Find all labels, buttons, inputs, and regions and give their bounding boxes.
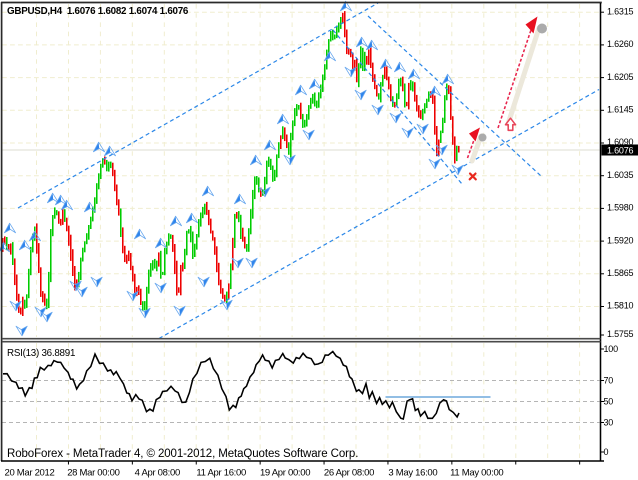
svg-text:3 May 16:00: 3 May 16:00 bbox=[388, 468, 437, 479]
svg-text:RoboForex - MetaTrader 4, © 20: RoboForex - MetaTrader 4, © 2001-2012, M… bbox=[7, 448, 358, 460]
svg-text:11 Apr 16:00: 11 Apr 16:00 bbox=[196, 468, 246, 479]
svg-text:1.6205: 1.6205 bbox=[607, 72, 634, 82]
svg-text:1.6145: 1.6145 bbox=[607, 105, 634, 115]
svg-text:1.6076: 1.6076 bbox=[607, 146, 634, 156]
svg-text:1.5920: 1.5920 bbox=[607, 235, 634, 245]
svg-text:4 Apr 08:00: 4 Apr 08:00 bbox=[135, 468, 180, 479]
svg-text:30: 30 bbox=[604, 418, 614, 428]
svg-text:20 Mar 2012: 20 Mar 2012 bbox=[4, 468, 54, 479]
svg-text:GBPUSD,H4 1.6076 1.6082 1.607: GBPUSD,H4 1.6076 1.6082 1.6074 1.6076 bbox=[7, 6, 189, 17]
svg-text:50: 50 bbox=[604, 397, 614, 407]
svg-text:1.6090: 1.6090 bbox=[607, 137, 634, 147]
svg-text:1.6260: 1.6260 bbox=[607, 39, 634, 49]
svg-text:19 Apr 00:00: 19 Apr 00:00 bbox=[260, 468, 310, 479]
svg-text:1.5865: 1.5865 bbox=[607, 268, 634, 278]
svg-text:RSI(13) 36.8891: RSI(13) 36.8891 bbox=[7, 348, 75, 359]
svg-text:100: 100 bbox=[604, 344, 619, 354]
svg-text:1.5810: 1.5810 bbox=[607, 301, 634, 311]
svg-text:11 May 00:00: 11 May 00:00 bbox=[450, 468, 503, 479]
svg-text:1.6035: 1.6035 bbox=[607, 170, 634, 180]
svg-text:0: 0 bbox=[604, 447, 609, 457]
svg-text:1.6315: 1.6315 bbox=[607, 6, 634, 16]
svg-text:28 Mar 00:00: 28 Mar 00:00 bbox=[67, 468, 119, 479]
svg-text:26 Apr 08:00: 26 Apr 08:00 bbox=[324, 468, 374, 479]
svg-text:70: 70 bbox=[604, 376, 614, 386]
svg-text:1.5755: 1.5755 bbox=[607, 329, 634, 339]
svg-text:1.5980: 1.5980 bbox=[607, 203, 634, 213]
